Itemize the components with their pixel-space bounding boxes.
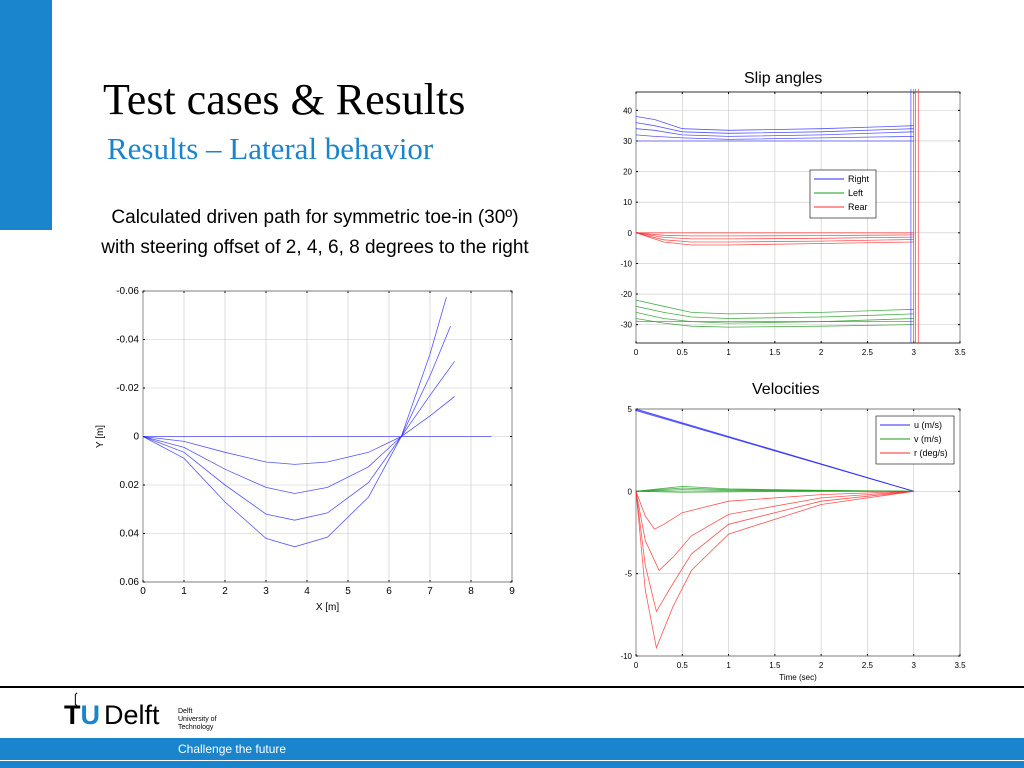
slip-series-line [635, 299, 914, 315]
slip-series-line [635, 232, 914, 237]
slip-series-line [635, 232, 914, 243]
velocity-chart-title: Velocities [752, 381, 820, 398]
slip-y-tick-label: -20 [620, 290, 632, 299]
slide-title: Test cases & Results [103, 75, 466, 124]
slip-series-line [635, 305, 914, 319]
vel-series-line [635, 490, 914, 572]
slip-x-tick-label: 3 [911, 348, 916, 357]
path-y-tick-label: 0.04 [120, 529, 140, 540]
path-x-tick-label: 4 [304, 586, 310, 597]
vel-x-tick-label: 0 [634, 661, 639, 670]
slip-y-tick-label: 0 [628, 229, 633, 238]
vel-x-tick-label: 1 [726, 661, 731, 670]
path-y-tick-label: -0.06 [116, 286, 139, 297]
slip-plot-frame [635, 91, 961, 344]
vel-legend-box [875, 415, 955, 465]
path-x-tick-label: 7 [427, 586, 433, 597]
footer-tagline: Challenge the future [178, 742, 287, 756]
logo-delft: Delft [104, 700, 160, 730]
vel-x-tick-label: 2 [819, 661, 824, 670]
slip-y-tick-label: 30 [623, 137, 632, 146]
slip-series-line [635, 122, 914, 134]
slip-series-line [635, 116, 914, 131]
footer-divider [0, 686, 1024, 688]
slip-x-tick-label: 1.5 [769, 348, 781, 357]
path-x-axis-label: X [m] [316, 602, 340, 613]
path-x-tick-label: 3 [263, 586, 269, 597]
logo-tu: TU [64, 700, 100, 730]
vel-x-tick-label: 1.5 [769, 661, 781, 670]
logo-university-text: Delft University of Technology [178, 708, 217, 731]
slip-series-line [635, 318, 914, 328]
slip-legend-box [809, 169, 877, 219]
slip-legend-label: Left [848, 188, 864, 198]
vel-legend-label: v (m/s) [914, 434, 942, 444]
path-series-line [142, 326, 451, 521]
footer-gap [0, 760, 1024, 761]
caption-line-2: with steering offset of 2, 4, 6, 8 degre… [101, 237, 529, 258]
slip-chart-title: Slip angles [744, 70, 823, 87]
slip-y-tick-label: 40 [623, 106, 632, 115]
slip-x-tick-label: 3.5 [954, 348, 966, 357]
slide-subtitle: Results – Lateral behavior [107, 131, 434, 166]
path-x-tick-label: 2 [222, 586, 228, 597]
slip-series-line [635, 134, 914, 140]
footer-band-bottom [0, 761, 1024, 768]
path-y-tick-label: -0.02 [116, 383, 139, 394]
slip-x-tick-label: 2.5 [862, 348, 874, 357]
vel-legend-label: r (deg/s) [914, 448, 948, 458]
path-x-tick-label: 8 [468, 586, 474, 597]
slip-series-line [635, 232, 914, 240]
slip-series-line [635, 128, 914, 137]
slip-legend-label: Rear [848, 202, 868, 212]
vel-series-line [635, 490, 914, 493]
path-y-tick-label: 0 [133, 432, 139, 443]
slip-series-line [635, 232, 914, 246]
path-x-tick-label: 0 [140, 586, 146, 597]
path-series-line [142, 361, 455, 494]
slip-y-tick-label: -10 [620, 259, 632, 268]
path-series-line [142, 396, 455, 465]
vel-y-tick-label: -10 [620, 652, 632, 661]
path-x-tick-label: 9 [509, 586, 515, 597]
footer-band [0, 738, 1024, 760]
brand-side-bar [0, 0, 52, 230]
path-x-tick-label: 1 [181, 586, 187, 597]
path-y-axis-label: Y [m] [95, 425, 106, 448]
path-x-tick-label: 6 [386, 586, 392, 597]
slip-y-tick-label: 10 [623, 198, 632, 207]
vel-series-line [635, 409, 914, 492]
slip-x-tick-label: 1 [726, 348, 731, 357]
slip-x-tick-label: 2 [819, 348, 824, 357]
vel-series-line [635, 485, 914, 492]
path-y-tick-label: 0.02 [120, 480, 140, 491]
tudelft-logo: ❲ TU Delft Delft University of Technolog… [64, 690, 234, 734]
vel-legend-label: u (m/s) [914, 420, 942, 430]
vel-x-axis-label: Time (sec) [779, 673, 817, 682]
slip-y-tick-label: 20 [623, 168, 632, 177]
vel-series-line [635, 490, 914, 650]
vel-y-tick-label: 0 [628, 487, 633, 496]
path-x-tick-label: 5 [345, 586, 351, 597]
vel-y-tick-label: 5 [628, 405, 633, 414]
vel-y-tick-label: -5 [625, 570, 633, 579]
slip-series-line [635, 312, 914, 324]
vel-x-tick-label: 2.5 [862, 661, 874, 670]
flame-icon: ❲ [70, 690, 82, 706]
slip-y-tick-label: -30 [620, 321, 632, 330]
path-series-line [142, 296, 447, 548]
vel-x-tick-label: 0.5 [677, 661, 689, 670]
path-y-tick-label: 0.06 [120, 577, 140, 588]
vel-series-line [635, 490, 914, 530]
caption-line-1: Calculated driven path for symmetric toe… [111, 207, 519, 228]
slip-legend-label: Right [848, 174, 870, 184]
slip-x-tick-label: 0.5 [677, 348, 689, 357]
slip-x-tick-label: 0 [634, 348, 639, 357]
path-y-tick-label: -0.04 [116, 335, 139, 346]
vel-x-tick-label: 3.5 [954, 661, 966, 670]
vel-series-line [635, 490, 914, 613]
vel-x-tick-label: 3 [911, 661, 916, 670]
